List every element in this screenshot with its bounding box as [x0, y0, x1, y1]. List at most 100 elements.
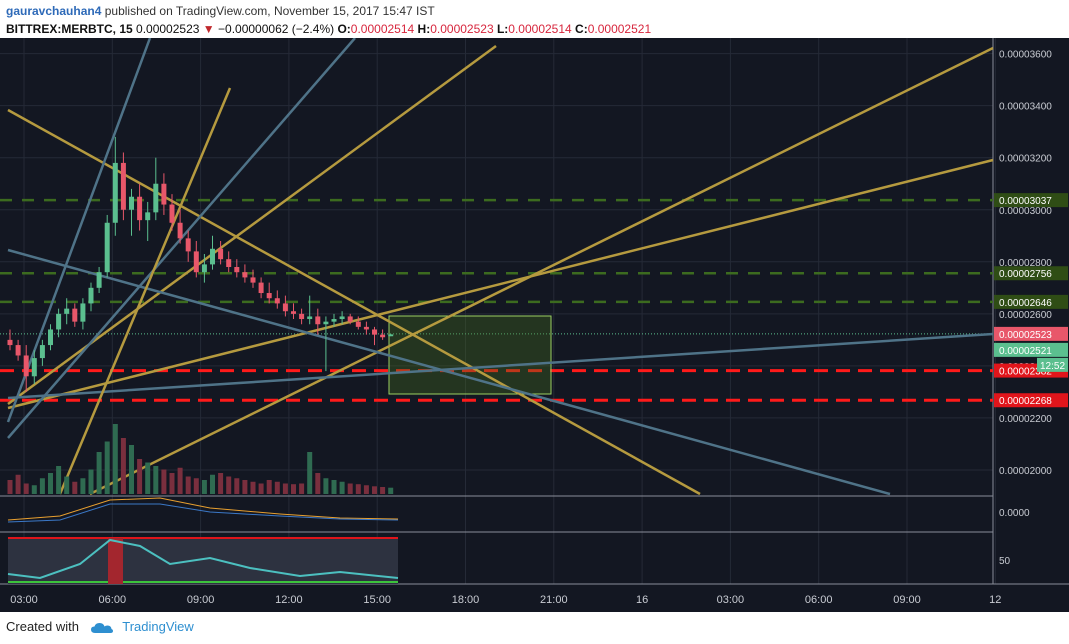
volume-bar [218, 473, 224, 494]
candle-body [372, 329, 377, 335]
price-level-label: 0.00002382 [999, 367, 1052, 378]
volume-bar [96, 452, 102, 494]
time-tick-label: 03:00 [10, 594, 38, 606]
volume-bar [210, 474, 215, 494]
close-price-label: 0.00002521 [999, 346, 1052, 357]
volume-bar [169, 473, 175, 494]
candle-body [266, 293, 272, 299]
volume-bar [185, 476, 191, 494]
candle-body [323, 321, 329, 325]
volume-bar [347, 483, 353, 494]
trendline [7, 158, 994, 410]
volume-bars [7, 424, 394, 494]
candle-body [23, 355, 29, 377]
candle-body [307, 316, 313, 320]
open-label: O: [337, 22, 351, 36]
rsi-pane: 50 [7, 537, 1011, 584]
target-zone-box[interactable] [388, 315, 552, 395]
candle-body [185, 238, 191, 252]
time-tick-label: 16 [636, 594, 648, 606]
volume-bar [48, 473, 53, 494]
candle-body [201, 264, 207, 273]
volume-bar [323, 478, 329, 494]
last-price: 0.00002523 [136, 22, 200, 36]
candle-body [339, 316, 345, 320]
volume-bar [129, 445, 134, 494]
volume-bar [388, 487, 394, 494]
volume-bar [380, 487, 386, 494]
volume-bar [31, 485, 37, 494]
candle-body [15, 345, 21, 356]
price-chart[interactable]: 0.0000 50 0.00003600 0.00003400 0.00003200… [0, 38, 1069, 612]
tradingview-link[interactable]: TradingView [122, 619, 194, 634]
price-change: −0.00000062 (−2.4%) [218, 22, 335, 36]
candle-body [88, 287, 94, 304]
open-value: 0.00002514 [350, 22, 415, 36]
price-tick-label: 0.00002200 [999, 414, 1052, 425]
candle-body [7, 339, 13, 346]
close-label: C: [575, 22, 588, 36]
volume-bar [15, 474, 21, 494]
candle-body [120, 162, 126, 210]
volume-bar [339, 481, 345, 494]
chart-background [0, 38, 1069, 612]
candle-body [193, 251, 199, 273]
volume-bar [307, 452, 313, 494]
volume-bar [72, 481, 78, 494]
volume-bar [226, 476, 232, 494]
volume-bar [258, 483, 264, 494]
candle-body [355, 321, 361, 327]
close-price-tag [994, 342, 1068, 357]
author-link[interactable]: gauravchauhan4 [6, 4, 102, 18]
candle-body [169, 204, 175, 223]
time-tick-label: 09:00 [187, 594, 215, 606]
volume-bar [234, 478, 240, 494]
price-level-label: 0.00002756 [999, 269, 1052, 280]
trendline [58, 87, 232, 495]
candle-body [153, 183, 159, 213]
volume-bar [250, 481, 256, 494]
volume-bar [315, 473, 321, 494]
candle-body [112, 162, 118, 223]
candle-body [226, 259, 232, 267]
volume-bar [104, 441, 110, 494]
trendline [89, 46, 994, 496]
volume-bar [161, 469, 167, 494]
ohlc-legend: BITTREX:MERBTC, 15 0.00002523 ▼ −0.00000… [6, 22, 651, 36]
volume-bar [145, 462, 151, 494]
down-arrow-icon: ▼ [202, 22, 215, 36]
candle-body [282, 303, 288, 312]
time-axis[interactable]: 03:00 06:00 09:00 12:00 15:00 18:00 21:00 16 03:… [10, 594, 1001, 606]
low-value: 0.00002514 [508, 22, 572, 36]
osc-macd-line [7, 503, 399, 523]
candle-body [363, 326, 369, 330]
price-tick-label: 0.00003400 [999, 102, 1052, 113]
candle-body [104, 222, 110, 273]
candle-body [234, 267, 240, 273]
time-tick-label: 15:00 [363, 594, 391, 606]
candle-body [129, 196, 134, 210]
time-tick-label: 09:00 [893, 594, 921, 606]
time-tick-label: 06:00 [99, 594, 127, 606]
rsi-highlight [108, 538, 123, 584]
volume-bar [331, 480, 337, 494]
price-axis[interactable]: 0.00003600 0.00003400 0.00003200 0.00003000… [994, 50, 1068, 477]
volume-bar [266, 480, 272, 494]
price-level-label: 0.00002268 [999, 396, 1052, 407]
price-level-label: 0.00002646 [999, 298, 1052, 309]
candle-body [299, 313, 305, 320]
volume-bar [80, 478, 86, 494]
candle-body [347, 316, 353, 322]
price-level-tag [994, 266, 1068, 281]
volume-bar [299, 483, 305, 494]
last-price-tag [994, 326, 1068, 341]
price-level-label: 0.00003037 [999, 196, 1052, 207]
volume-bar [7, 480, 13, 494]
volume-bar [201, 480, 207, 494]
volume-bar [291, 484, 296, 494]
volume-bar [177, 467, 183, 494]
volume-bar [56, 466, 62, 494]
oscillator-pane: 0.0000 [7, 497, 1030, 523]
candle-body [137, 196, 143, 221]
price-tick-label: 0.00002000 [999, 466, 1052, 477]
